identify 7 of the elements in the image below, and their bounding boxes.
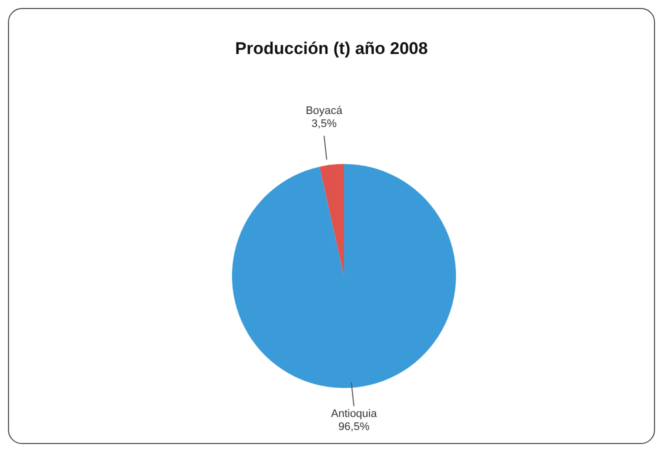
pie-slice — [320, 164, 344, 276]
slice-label: Boyacá — [306, 104, 344, 117]
pie-slice — [232, 164, 456, 388]
data-label: 3,5% — [312, 118, 337, 130]
chart-title: Producción (t) año 2008 — [234, 39, 429, 59]
data-label: 96,5% — [338, 421, 370, 434]
slice-label: Antioquia — [330, 408, 378, 420]
